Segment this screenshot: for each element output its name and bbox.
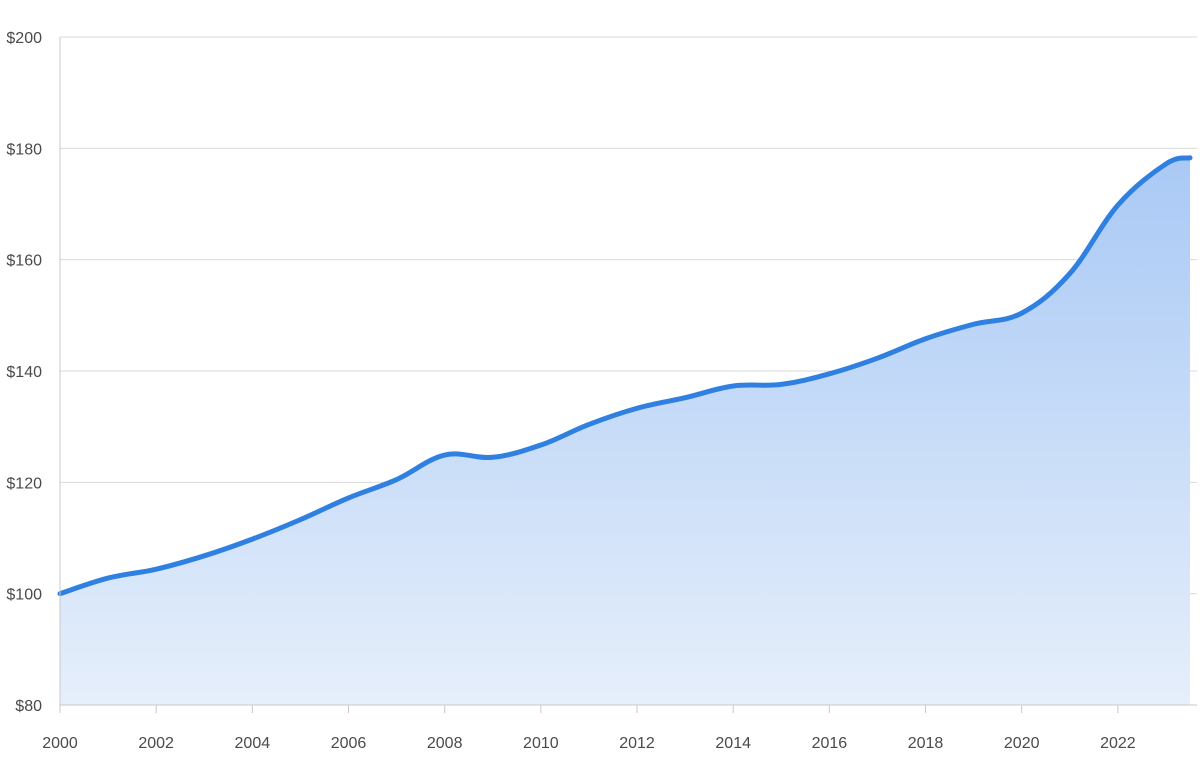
x-tick-label: 2014: [715, 735, 751, 752]
y-tick-label: $120: [6, 475, 42, 492]
y-tick-label: $100: [6, 587, 42, 604]
series-line: [57, 155, 1193, 597]
x-tick-label: 2010: [523, 735, 559, 752]
y-tick-label: $200: [6, 30, 42, 47]
x-tick-labels: 2000 2002 2004 2006 2008 2010 2012 2014 2016 2018…: [42, 735, 1136, 752]
x-tick-label: 2004: [235, 735, 271, 752]
area-fill: [60, 157, 1190, 706]
x-tick-label: 2006: [331, 735, 367, 752]
y-tick-label: $80: [15, 698, 42, 715]
x-tick-label: 2016: [812, 735, 848, 752]
x-tick-label: 2000: [42, 735, 78, 752]
y-tick-label: $180: [6, 141, 42, 158]
area-fill-layer: [60, 157, 1190, 706]
series-line-layer: [57, 155, 1193, 597]
y-tick-label: $160: [6, 253, 42, 270]
axes: [59, 37, 1197, 713]
x-tick-label: 2020: [1004, 735, 1040, 752]
x-tick-label: 2008: [427, 735, 463, 752]
x-tick-label: 2002: [138, 735, 174, 752]
y-tick-labels: $80 $100 $120 $140 $160 $180 $200: [6, 30, 42, 715]
x-tick-label: 2018: [908, 735, 944, 752]
x-tick-label: 2012: [619, 735, 655, 752]
x-tick-label: 2022: [1100, 735, 1136, 752]
y-tick-label: $140: [6, 364, 42, 381]
